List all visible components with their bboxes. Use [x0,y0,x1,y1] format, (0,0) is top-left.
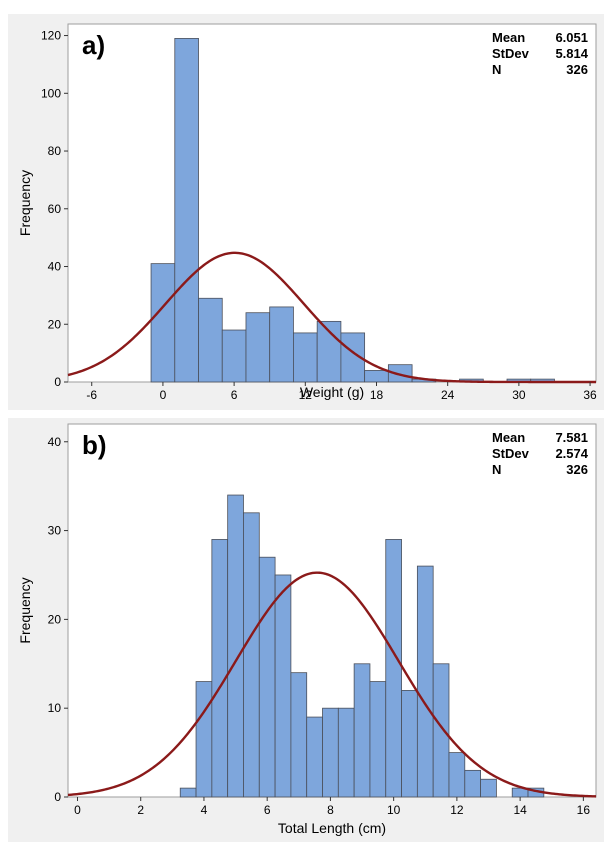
histogram-bar [364,370,389,383]
y-tick-label: 40 [48,435,62,449]
stat-value: 326 [566,62,588,77]
histogram-bar [448,752,466,798]
y-tick-label: 20 [48,612,62,626]
stat-label: StDev [492,46,530,61]
stat-value: 7.581 [555,430,588,445]
stat-label: StDev [492,446,530,461]
x-tick-label: 0 [160,388,167,402]
histogram-bar [322,707,339,798]
histogram-bar [387,364,413,383]
y-tick-label: 120 [41,29,61,43]
histogram-bar [416,565,434,798]
histogram-bar [269,306,294,383]
normal-fit-curve [67,571,597,798]
x-axis-label: Weight (g) [300,384,364,400]
histogram-bar [290,672,308,798]
x-tick-label: 6 [264,803,271,817]
stat-value: 2.574 [555,446,588,461]
x-tick-label: 10 [387,803,401,817]
histogram-bar [337,707,355,798]
panel-a: 0 20 40 60 80 100 120 -6 0 6 12 18 24 30 36 Weight (g) F… [8,14,604,410]
x-tick-label: 4 [201,803,208,817]
histogram-bar [150,263,176,383]
y-axis-label: Frequency [17,577,33,643]
y-tick-label: 20 [48,317,62,331]
y-tick-label: 60 [48,202,62,216]
histogram-bar [401,690,418,798]
y-tick-label: 0 [54,375,61,389]
histogram-bar [221,329,247,383]
histogram-bar [198,297,223,383]
stat-label: N [492,62,501,77]
panel-b: 0 10 20 30 40 0 2 4 6 8 10 12 14 16 Total Length (cm) F… [8,418,604,842]
histogram-bar [369,681,387,798]
stat-label: Mean [492,430,525,445]
normal-fit-curve [67,251,596,384]
x-tick-label: 12 [299,388,313,402]
histogram-bar [340,332,366,383]
stat-value: 5.814 [555,46,588,61]
histogram-bar [211,539,229,798]
x-tick-label: 14 [513,803,527,817]
y-tick-label: 40 [48,260,62,274]
histogram-bar [293,332,318,383]
histogram-bar [432,663,450,798]
x-tick-label: 8 [327,803,334,817]
stat-label: N [492,462,501,477]
x-tick-label: 36 [583,388,597,402]
y-tick-label: 80 [48,144,62,158]
x-tick-label: 2 [137,803,144,817]
histogram-bar [243,512,260,798]
y-tick-label: 30 [48,524,62,538]
x-tick-label: 18 [370,388,384,402]
histogram-bar [306,716,323,798]
histogram-bar [179,787,197,798]
histogram-bar [227,494,244,798]
y-tick-label: 10 [48,701,62,715]
x-tick-label: 24 [441,388,455,402]
histogram-bar [258,556,276,798]
stat-value: 326 [566,462,588,477]
y-axis-label: Frequency [17,170,33,236]
histogram-bar [245,312,271,383]
stat-label: Mean [492,30,525,45]
histogram-bar [353,663,371,798]
x-tick-label: 12 [450,803,464,817]
histogram-bar [464,769,481,798]
histogram-bar [174,38,199,383]
x-axis-label: Total Length (cm) [278,820,386,836]
stat-value: 6.051 [555,30,588,45]
histogram-bar [274,574,292,798]
y-tick-label: 0 [54,790,61,804]
histogram-bar [480,778,497,798]
histogram-bar [385,539,402,798]
y-tick-label: 100 [41,86,61,100]
x-tick-label: -6 [86,388,97,402]
panel-label: a) [82,30,105,60]
x-tick-label: 0 [74,803,81,817]
panel-label: b) [82,430,107,460]
x-tick-label: 30 [512,388,526,402]
x-tick-label: 16 [577,803,591,817]
histogram-bar [195,681,213,798]
x-tick-label: 6 [231,388,238,402]
